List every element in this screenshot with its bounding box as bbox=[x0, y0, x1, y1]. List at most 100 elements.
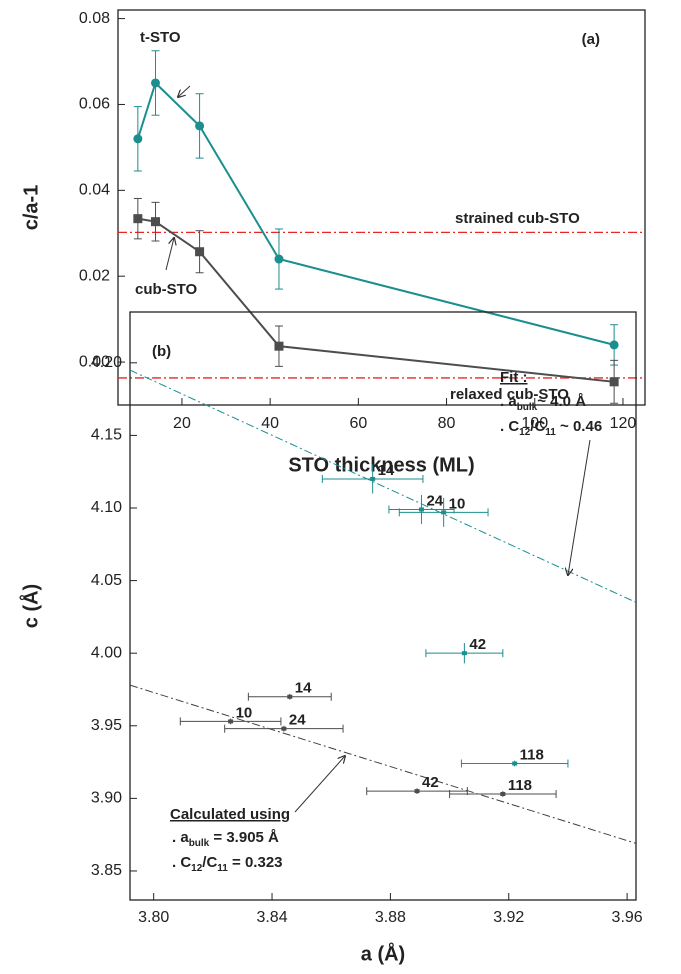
annotation: Calculated using bbox=[170, 806, 290, 823]
annotation: . C12/C11 = 0.323 bbox=[172, 854, 283, 874]
point-label: 118 bbox=[508, 777, 532, 794]
subscript: bulk bbox=[517, 402, 538, 413]
y-tick-label: 4.10 bbox=[91, 499, 122, 516]
marker bbox=[150, 78, 160, 88]
y-tick-label: 4.20 bbox=[91, 354, 122, 371]
marker bbox=[609, 340, 619, 350]
subscript: 11 bbox=[545, 427, 556, 438]
marker bbox=[512, 761, 518, 766]
subscript: 11 bbox=[217, 863, 228, 874]
arrow bbox=[294, 756, 345, 813]
panel: 3.80 3.84 3.88 3.92 3.96 3.85 3.90 3.95 4.00 4.05… bbox=[18, 311, 643, 965]
annotation-text: (a) bbox=[582, 31, 600, 48]
annotation-text: ~ 4.0 Å bbox=[537, 393, 586, 410]
y-tick-label: 0.06 bbox=[79, 96, 110, 113]
arrow bbox=[165, 238, 174, 271]
y-tick-label: 4.05 bbox=[91, 572, 122, 589]
x-tick-label: 60 bbox=[349, 415, 367, 432]
annotation-text: Calculated using bbox=[170, 806, 290, 823]
fit-line bbox=[129, 369, 637, 603]
subscript: 12 bbox=[519, 427, 531, 438]
y-tick-label: 4.15 bbox=[91, 427, 122, 444]
y-tick-label: 3.95 bbox=[91, 717, 122, 734]
annotation-text: (b) bbox=[152, 343, 171, 360]
x-tick-label: 3.96 bbox=[612, 909, 643, 926]
plot-frame bbox=[129, 311, 637, 901]
marker bbox=[133, 214, 143, 224]
reference-label: relaxed cub-STO bbox=[450, 386, 569, 403]
annotation-text: = 0.323 bbox=[228, 854, 283, 871]
x-tick-label: 3.80 bbox=[138, 909, 169, 926]
point-label: 10 bbox=[449, 495, 466, 512]
y-tick-label: 3.85 bbox=[91, 862, 122, 879]
marker bbox=[274, 341, 284, 351]
y-tick-label: 0.04 bbox=[79, 182, 110, 199]
marker bbox=[414, 789, 420, 794]
annotation-text: . a bbox=[172, 829, 189, 846]
marker bbox=[441, 510, 447, 515]
annotation-text: . C bbox=[172, 854, 191, 871]
marker bbox=[370, 476, 376, 481]
annotation-text: /C bbox=[530, 418, 545, 435]
marker bbox=[281, 726, 287, 731]
marker bbox=[228, 719, 234, 724]
reference-label: strained cub-STO bbox=[455, 210, 580, 227]
annotation: . abulk~ 4.0 Å bbox=[500, 393, 586, 413]
y-axis-title: c/a-1 bbox=[20, 185, 42, 231]
point-label: 14 bbox=[295, 680, 312, 697]
marker bbox=[195, 121, 205, 131]
annotation: . abulk = 3.905 Å bbox=[172, 829, 279, 849]
marker bbox=[461, 651, 467, 656]
y-tick-label: 3.90 bbox=[91, 790, 122, 807]
subscript: bulk bbox=[189, 838, 210, 849]
point-label: 42 bbox=[422, 774, 439, 791]
panel: 20 40 60 80 100 120 0.00 0.02 0.04 0.06 0.08 STO th… bbox=[20, 9, 646, 476]
y-tick-label: 0.08 bbox=[79, 10, 110, 27]
y-tick-label: 0.02 bbox=[79, 267, 110, 284]
annotation: (a) bbox=[582, 31, 600, 48]
x-axis-title: STO thickness (ML) bbox=[288, 454, 474, 476]
x-tick-label: 120 bbox=[610, 415, 637, 432]
annotation-text: . a bbox=[500, 393, 517, 410]
marker bbox=[133, 134, 143, 144]
annotation-text: . C bbox=[500, 418, 519, 435]
marker bbox=[609, 377, 619, 387]
point-label: 14 bbox=[378, 462, 395, 479]
series-label: t-STO bbox=[140, 29, 181, 46]
annotation: Fit : bbox=[500, 369, 528, 386]
y-tick-label: 0.00 bbox=[79, 353, 110, 370]
point-label: 42 bbox=[469, 636, 486, 653]
annotation-text: Fit : bbox=[500, 369, 528, 386]
x-tick-label: 40 bbox=[261, 415, 279, 432]
annotation-text: ~ 0.46 bbox=[556, 418, 602, 435]
x-tick-label: 3.84 bbox=[256, 909, 287, 926]
arrow bbox=[178, 85, 191, 97]
subscript: 12 bbox=[191, 863, 203, 874]
x-axis-title: a (Å) bbox=[361, 941, 405, 965]
annotation-text: /C bbox=[202, 854, 217, 871]
x-tick-label: 100 bbox=[521, 415, 548, 432]
y-tick-label: 4.00 bbox=[91, 644, 122, 661]
marker bbox=[287, 694, 293, 699]
x-tick-label: 80 bbox=[438, 415, 456, 432]
plot-frame bbox=[117, 9, 646, 406]
point-label: 24 bbox=[426, 492, 443, 509]
marker bbox=[274, 254, 284, 264]
x-tick-label: 3.92 bbox=[493, 909, 524, 926]
marker bbox=[150, 217, 160, 227]
x-tick-label: 3.88 bbox=[375, 909, 406, 926]
y-axis-title: c (Å) bbox=[18, 584, 42, 628]
marker bbox=[500, 792, 506, 797]
point-label: 118 bbox=[520, 746, 544, 763]
series-label: cub-STO bbox=[135, 281, 198, 298]
arrow bbox=[568, 439, 591, 575]
annotation: (b) bbox=[152, 343, 171, 360]
annotation: . C12/C11 ~ 0.46 bbox=[500, 418, 602, 438]
x-tick-label: 20 bbox=[173, 415, 191, 432]
point-label: 10 bbox=[236, 704, 253, 721]
annotation-text: = 3.905 Å bbox=[209, 829, 279, 846]
point-label: 24 bbox=[289, 712, 306, 729]
series-line bbox=[137, 217, 615, 383]
marker bbox=[418, 507, 424, 512]
